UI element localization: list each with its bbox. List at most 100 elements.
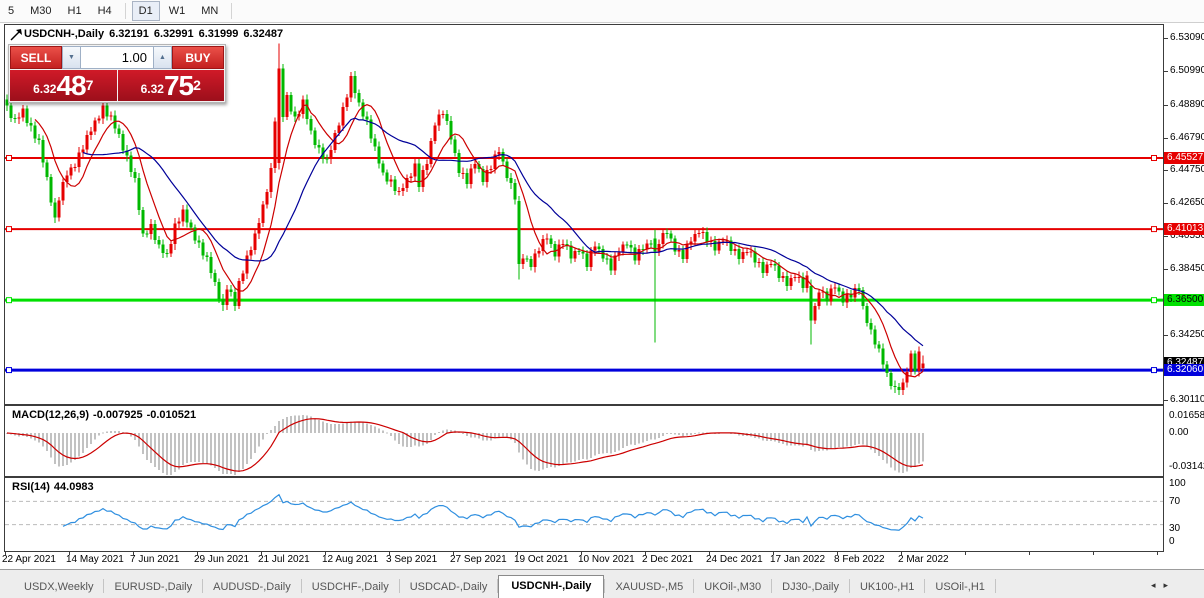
rsi-scale-label: 0 [1169, 536, 1175, 547]
date-axis-tick [325, 551, 326, 555]
chart-symbol-label: USDCNH-,Daily [24, 28, 105, 40]
toolbar-separator [231, 3, 233, 19]
ask-price-box[interactable]: 6.32 75 2 [117, 70, 224, 101]
hline-handle[interactable] [6, 226, 12, 233]
timeframe-button-H1[interactable]: H1 [67, 5, 82, 17]
hline-handle[interactable] [1151, 155, 1157, 161]
timeframe-toolbar: 5 M30 H1 H4 D1 W1 MN [0, 0, 1204, 23]
timeframe-button-M30[interactable]: M30 [30, 5, 52, 17]
price-scale-label: 6.30110 [1170, 394, 1204, 405]
rsi-scale-label: 30 [1169, 523, 1181, 534]
hline-6.45527[interactable] [5, 155, 1163, 161]
tab-audusd-daily[interactable]: AUDUSD-,Daily [213, 581, 291, 593]
ask-base: 6.32 [140, 82, 164, 96]
date-axis-label: 2 Mar 2022 [898, 554, 949, 565]
chart-title: USDCNH-,Daily 6.32191 6.32991 6.31999 6.3248… [24, 28, 288, 40]
hline-handle[interactable] [6, 367, 12, 374]
bid-price-box[interactable]: 6.32 48 7 [10, 70, 117, 101]
level-badge-6.45527: 6.45527 [1164, 152, 1204, 164]
price-scale-label: 6.46790 [1170, 132, 1204, 143]
date-axis-tick [645, 551, 646, 555]
date-axis-label: 14 May 2021 [66, 554, 124, 565]
tab-usoil-h1[interactable]: USOil-,H1 [935, 581, 985, 593]
volume-decrease-button[interactable]: ▼ [62, 46, 81, 69]
tab-usdx-weekly[interactable]: USDX,Weekly [24, 581, 94, 593]
timeframe-button-W1[interactable]: W1 [168, 5, 186, 17]
macd-chart[interactable] [5, 406, 1163, 476]
toolbar-separator [124, 3, 126, 19]
chevron-up-icon: ▲ [159, 54, 166, 61]
timeframe-button-5[interactable]: 5 [8, 5, 15, 17]
rsi-label: RSI(14) 44.0983 [12, 481, 98, 493]
tab-separator [398, 579, 400, 593]
macd-label: MACD(12,26,9) -0.007925 -0.010521 [12, 409, 200, 421]
hline-6.32060[interactable] [5, 367, 1163, 374]
tab-scroll-arrows[interactable]: ◂▸ [1151, 580, 1176, 591]
date-axis-label: 24 Dec 2021 [706, 554, 763, 565]
tab-usdchf-daily[interactable]: USDCHF-,Daily [311, 581, 389, 593]
volume-input[interactable] [81, 46, 153, 69]
price-scale-tick [1163, 170, 1168, 171]
tab-separator [693, 579, 695, 593]
chevron-down-icon: ▼ [68, 54, 75, 61]
macd-scale-label: 0.01658 [1169, 410, 1204, 421]
macd-signal-line [6, 418, 924, 472]
date-axis-label: 7 Jun 2021 [130, 554, 180, 565]
macd-value-signal: -0.010521 [146, 409, 197, 421]
rsi-pane [4, 477, 1164, 552]
chart-cursor-icon [10, 29, 22, 41]
tab-usdcad-daily[interactable]: USDCAD-,Daily [409, 581, 488, 593]
price-scale-tick [1163, 400, 1168, 401]
date-axis-tick [5, 551, 6, 555]
candles [5, 43, 925, 395]
rsi-value: 44.0983 [53, 481, 94, 493]
date-axis-tick [581, 551, 582, 555]
date-axis-label: 3 Sep 2021 [386, 554, 438, 565]
hline-handle[interactable] [1151, 367, 1157, 374]
sell-button[interactable]: SELL [10, 46, 62, 69]
date-axis-label: 2 Dec 2021 [642, 554, 694, 565]
timeframe-button-H4[interactable]: H4 [97, 5, 112, 17]
rsi-scale-label: 100 [1169, 478, 1186, 489]
macd-histogram [6, 415, 924, 475]
ohlc-open: 6.32191 [109, 28, 149, 40]
hline-handle[interactable] [6, 297, 12, 304]
price-scale-tick [1163, 335, 1168, 336]
date-axis-tick [133, 551, 134, 555]
hline-6.36500[interactable] [5, 297, 1163, 304]
timeframe-button-MN[interactable]: MN [201, 5, 219, 17]
hline-handle[interactable] [1151, 297, 1157, 304]
date-axis-label: 22 Apr 2021 [2, 554, 56, 565]
tab-eurusd-daily[interactable]: EURUSD-,Daily [114, 581, 193, 593]
rsi-scale-label: 70 [1169, 496, 1181, 507]
volume-increase-button[interactable]: ▲ [153, 46, 172, 69]
hline-handle[interactable] [6, 155, 12, 161]
date-axis-tick [453, 551, 454, 555]
tab-ukoil-m30[interactable]: UKOil-,M30 [704, 581, 762, 593]
tab-xauusd-m5[interactable]: XAUUSD-,M5 [615, 581, 684, 593]
date-axis-tick [69, 551, 70, 555]
timeframe-button-D1[interactable]: D1 [131, 1, 160, 21]
date-axis-label: 8 Feb 2022 [834, 554, 885, 565]
tab-dj30-daily[interactable]: DJ30-,Daily [782, 581, 839, 593]
price-scale-tick [1163, 236, 1168, 237]
tab-uk100-h1[interactable]: UK100-,H1 [859, 581, 915, 593]
tab-scroll-right-icon[interactable]: ▸ [1163, 580, 1176, 590]
tab-separator [848, 579, 850, 593]
rsi-name: RSI(14) [12, 481, 50, 493]
date-axis-tick [517, 551, 518, 555]
date-axis-label: 19 Oct 2021 [514, 554, 569, 565]
candlestick-chart[interactable] [5, 25, 1163, 404]
ohlc-low: 6.31999 [198, 28, 239, 40]
price-scale-label: 6.40550 [1170, 230, 1204, 241]
date-axis-tick [1029, 551, 1030, 555]
ma-fast-line [34, 104, 924, 378]
tab-scroll-left-icon[interactable]: ◂ [1150, 580, 1164, 590]
tab-usdcnh-daily[interactable]: USDCNH-,Daily [498, 575, 605, 598]
bid-pip-sup: 7 [85, 77, 94, 93]
rsi-chart[interactable] [5, 478, 1163, 551]
price-scale-tick [1163, 105, 1168, 106]
buy-button[interactable]: BUY [172, 46, 224, 69]
price-scale-label: 6.42650 [1170, 197, 1204, 208]
hline-handle[interactable] [1151, 226, 1157, 233]
